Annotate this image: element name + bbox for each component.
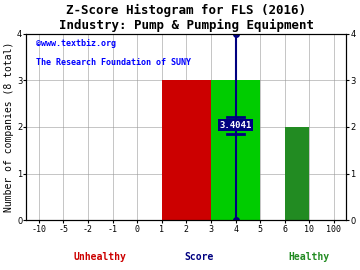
- Text: Score: Score: [184, 252, 213, 262]
- Text: The Research Foundation of SUNY: The Research Foundation of SUNY: [36, 58, 191, 67]
- Bar: [211, 80, 260, 221]
- Text: ©www.textbiz.org: ©www.textbiz.org: [36, 39, 116, 48]
- Bar: [162, 80, 211, 221]
- Bar: [162, 80, 211, 221]
- Bar: [285, 127, 309, 221]
- Bar: [285, 127, 309, 221]
- Text: Healthy: Healthy: [289, 252, 330, 262]
- Title: Z-Score Histogram for FLS (2016)
Industry: Pump & Pumping Equipment: Z-Score Histogram for FLS (2016) Industr…: [59, 4, 314, 32]
- Y-axis label: Number of companies (8 total): Number of companies (8 total): [4, 42, 14, 212]
- Text: 3.4041: 3.4041: [220, 121, 252, 130]
- Text: Unhealthy: Unhealthy: [74, 252, 127, 262]
- Bar: [211, 80, 260, 221]
